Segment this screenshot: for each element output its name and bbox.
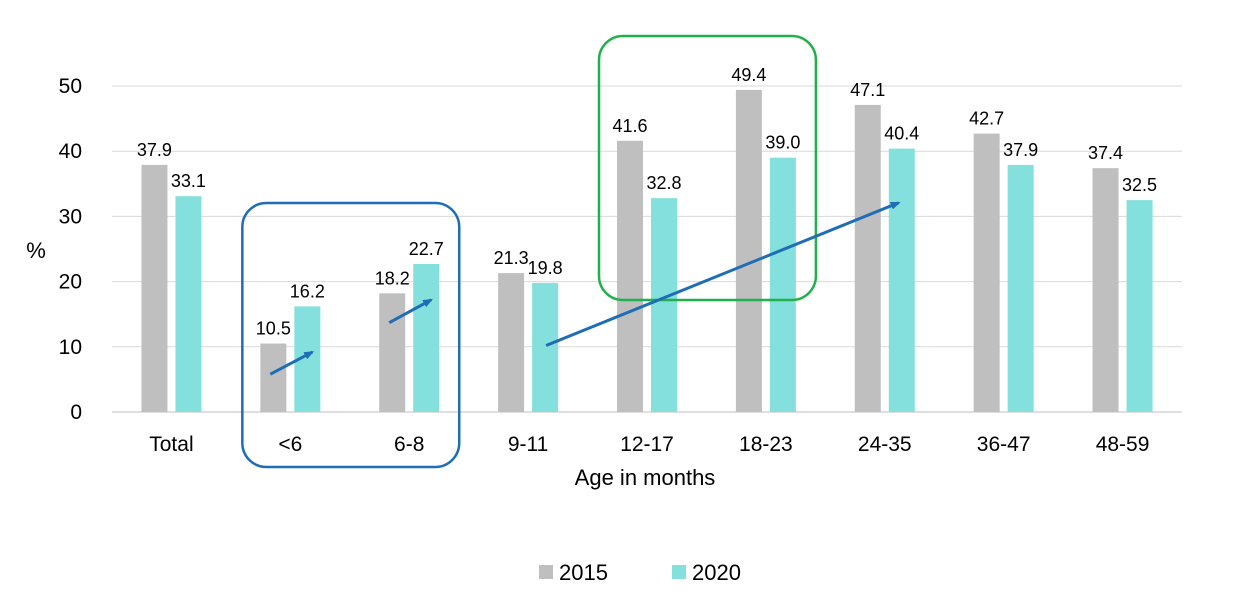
legend-swatch-2015	[539, 565, 553, 579]
data-label: 32.8	[646, 173, 681, 193]
y-axis-label: %	[26, 238, 46, 263]
x-tick-label: 48-59	[1096, 433, 1150, 456]
data-label: 37.9	[1003, 140, 1038, 160]
x-tick-label: 6-8	[394, 433, 424, 456]
legend-label-2015: 2015	[559, 560, 608, 585]
highlight-box-peak	[597, 34, 818, 302]
bar-2020-9-11	[532, 282, 559, 412]
bar-2015-18-23	[735, 89, 762, 413]
bar-2020-24-35	[888, 148, 915, 413]
bars	[141, 89, 1153, 413]
trend-arrow-shift	[545, 201, 901, 347]
trend-arrow-6-8	[388, 298, 433, 324]
bar-2015-Total	[141, 164, 168, 412]
data-label: 40.4	[884, 124, 919, 144]
y-tick-label: 0	[70, 401, 82, 424]
bar-2020-36-47	[1007, 164, 1034, 412]
annotations	[241, 34, 901, 469]
bar-2020-Total	[175, 196, 202, 412]
bar-2015-<6	[260, 343, 287, 412]
data-label: 41.6	[612, 116, 647, 136]
data-label: 19.8	[528, 258, 563, 278]
bar-2020-18-23	[769, 157, 796, 412]
x-tick-label: 9-11	[508, 433, 548, 456]
bar-2020-12-17	[651, 198, 677, 412]
x-tick-label: 12-17	[620, 433, 674, 456]
bar-2020-6-8	[413, 263, 440, 412]
data-label: 49.4	[731, 65, 766, 85]
legend-swatch-2020	[672, 565, 686, 579]
y-tick-label: 40	[59, 140, 82, 163]
bar-2015-9-11	[498, 273, 525, 412]
x-tick-label: 18-23	[739, 433, 793, 456]
data-label: 16.2	[290, 281, 325, 301]
y-tick-label: 20	[59, 271, 82, 294]
x-tick-label: <6	[278, 433, 302, 456]
data-label: 21.3	[494, 248, 529, 268]
bar-2015-6-8	[379, 293, 406, 412]
bar-2020-48-59	[1126, 200, 1153, 412]
legend: 2015 2020	[539, 560, 741, 585]
legend-label-2020: 2020	[692, 560, 741, 585]
gridlines	[112, 85, 1182, 413]
data-label: 10.5	[256, 319, 291, 339]
x-tick-label: Total	[149, 433, 193, 456]
bar-2015-48-59	[1092, 168, 1119, 412]
data-labels: 37.9 10.5 18.2 21.3 41.6 49.4 47.1 42.7 37.4 33.1…	[137, 65, 1157, 339]
data-label: 37.9	[137, 140, 172, 160]
bar-2015-12-17	[617, 140, 643, 412]
x-tick-label: 24-35	[858, 433, 912, 456]
bar-2015-24-35	[854, 104, 881, 413]
data-label: 37.4	[1088, 143, 1123, 163]
data-label: 47.1	[850, 80, 885, 100]
data-label: 42.7	[969, 109, 1004, 129]
data-label: 22.7	[409, 239, 444, 259]
y-axis-ticks: 0 10 20 30 40 50	[59, 75, 82, 424]
y-tick-label: 10	[59, 336, 82, 359]
y-tick-label: 30	[59, 205, 82, 228]
data-label: 39.0	[765, 133, 800, 153]
x-axis-ticks: Total <6 6-8 9-11 12-17 18-23 24-35 36-47 48-59	[149, 433, 1149, 456]
data-label: 33.1	[171, 171, 206, 191]
bar-2015-36-47	[973, 133, 1000, 412]
y-tick-label: 50	[59, 75, 82, 98]
data-label: 32.5	[1122, 175, 1157, 195]
highlight-box-infant	[241, 201, 461, 469]
x-tick-label: 36-47	[977, 433, 1031, 456]
data-label: 18.2	[375, 268, 410, 288]
trend-arrow-under-6	[269, 350, 315, 376]
x-axis-label: Age in months	[575, 465, 716, 490]
